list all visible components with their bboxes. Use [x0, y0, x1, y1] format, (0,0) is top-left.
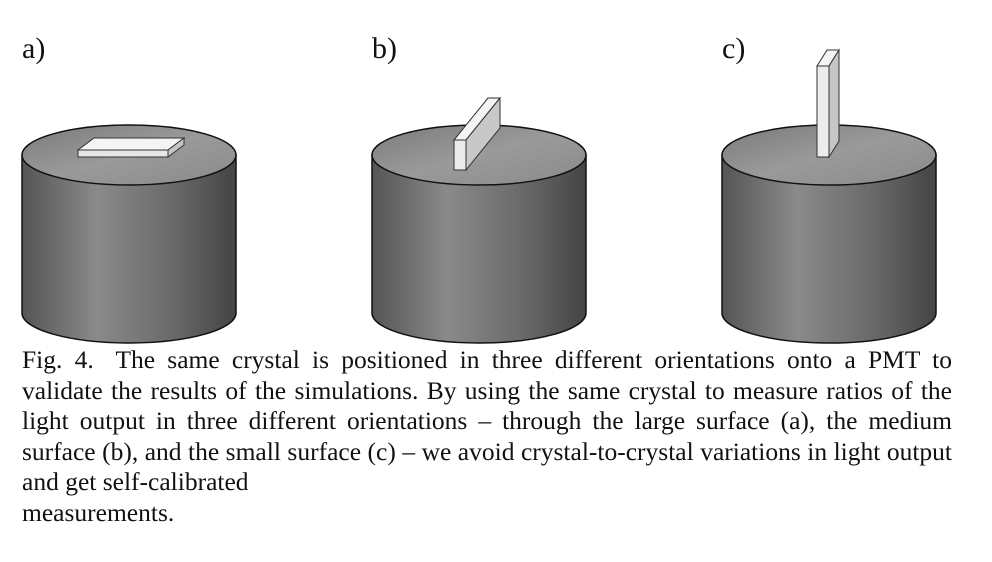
- panel-label-c: c): [722, 32, 746, 65]
- panel-label-b: b): [372, 32, 397, 65]
- crystal-medium-side: [452, 96, 502, 172]
- pmt-cylinder-b: [371, 124, 587, 344]
- figure-number: Fig. 4.: [22, 345, 94, 374]
- caption-last-line: measurements.: [22, 497, 175, 527]
- crystal-flat: [76, 137, 186, 158]
- figure-illustration: [21, 48, 937, 344]
- figure-caption: Fig. 4. The same crystal is positioned i…: [22, 345, 952, 528]
- crystal-small-end: [816, 48, 840, 159]
- caption-body: The same crystal is positioned in three …: [22, 345, 952, 496]
- panel-label-a: a): [22, 32, 46, 65]
- pmt-cylinder-a: [21, 124, 237, 344]
